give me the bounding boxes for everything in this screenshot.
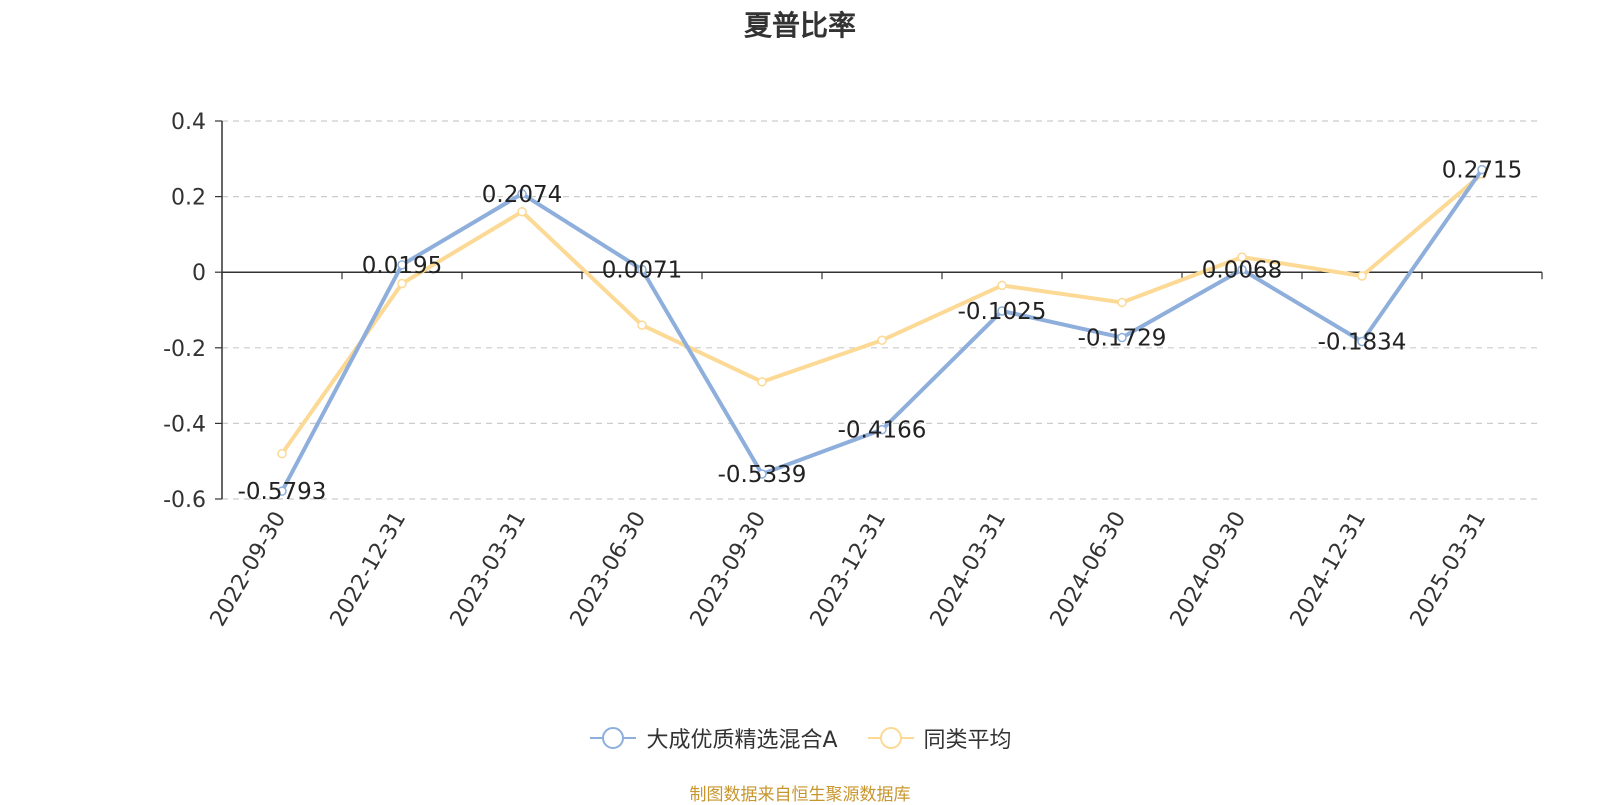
x-tick-label: 2025-03-31	[1406, 508, 1492, 631]
data-label: 0.0195	[362, 253, 442, 279]
series-1-point	[997, 306, 1007, 316]
series-1-point	[397, 260, 407, 270]
data-label: -0.5339	[718, 462, 807, 488]
series-2-point	[1237, 252, 1247, 262]
data-label: 0.0068	[1202, 258, 1282, 284]
data-label: -0.1729	[1078, 326, 1167, 352]
series-2-point	[877, 335, 887, 345]
y-tick-label: -0.2	[163, 337, 206, 362]
series-lines	[277, 164, 1487, 496]
series-1-point	[277, 486, 287, 496]
data-label: 0.0071	[602, 258, 682, 284]
legend-label-series-1: 大成优质精选混合A	[646, 728, 838, 753]
series-2-point	[1117, 297, 1127, 308]
series-1-point	[517, 189, 527, 199]
series-1-point	[1117, 332, 1127, 343]
series-2-point	[637, 320, 647, 330]
x-tick-label: 2022-09-30	[206, 508, 292, 631]
x-tick-label: 2023-09-30	[686, 508, 772, 631]
series-2-point	[517, 206, 527, 217]
x-tick-label: 2024-06-30	[1046, 508, 1132, 631]
x-tick-label: 2024-12-31	[1286, 508, 1372, 631]
legend-item-series-1[interactable]: 大成优质精选混合A	[588, 722, 838, 754]
x-tick-label: 2024-09-30	[1166, 508, 1252, 631]
x-tick-label: 2023-06-30	[566, 508, 652, 631]
grid-lines	[222, 120, 1542, 500]
data-label: -0.1834	[1318, 330, 1407, 356]
data-label: -0.1025	[958, 299, 1047, 325]
series-1-point	[1477, 164, 1487, 175]
x-tick-label: 2022-12-31	[326, 508, 412, 631]
source-footer: 制图数据来自恒生聚源数据库	[689, 785, 911, 805]
y-tick-label: -0.4	[163, 412, 206, 437]
series-1-point	[1357, 336, 1367, 347]
legend: 大成优质精选混合A 同类平均	[0, 722, 1600, 754]
series-1-point	[1237, 264, 1247, 275]
x-tick-label: 2023-12-31	[806, 508, 892, 631]
x-tick-label: 2024-03-31	[926, 508, 1012, 631]
series-1-point	[757, 469, 767, 479]
series-1-point	[877, 424, 887, 435]
chart-title: 夏普比率	[743, 9, 856, 42]
legend-label-series-2: 同类平均	[923, 728, 1012, 753]
y-tick-label: 0.4	[171, 110, 206, 135]
legend-marker-series-2-icon	[867, 727, 914, 749]
data-label: -0.4166	[838, 418, 927, 444]
series-2-point	[397, 278, 407, 289]
series-2-point	[757, 377, 767, 387]
legend-item-series-2[interactable]: 同类平均	[866, 722, 1012, 754]
series-2-point	[1357, 271, 1367, 281]
y-tick-label: 0.2	[171, 186, 206, 211]
axes: -0.6 -0.4 -0.2 0 0.2 0.4 2022-09-30 2022-12-31 2…	[163, 110, 1543, 631]
legend-marker-series-1-icon	[590, 727, 637, 749]
series-2-point	[277, 448, 287, 459]
series-line-2	[280, 172, 1484, 455]
x-tick-label: 2023-03-31	[446, 508, 532, 631]
data-label: 0.2074	[482, 182, 562, 208]
data-label: 0.2715	[1442, 158, 1522, 184]
y-tick-label: -0.6	[163, 488, 206, 513]
data-label: -0.5793	[238, 479, 327, 505]
series-2-point	[997, 280, 1007, 291]
data-labels: -0.5793 0.0195 0.2074 0.0071 -0.5339 -0.4166 -…	[238, 158, 1523, 506]
y-tick-label: 0	[192, 261, 206, 286]
series-1-point	[637, 264, 647, 275]
